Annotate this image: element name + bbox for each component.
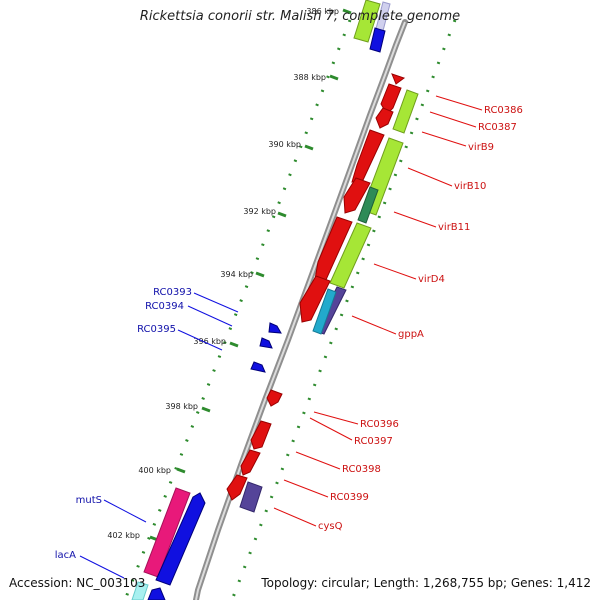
gene-arrow: [343, 177, 371, 214]
tick-label-392: 392 kbp: [243, 207, 276, 216]
gene-label-mutS[interactable]: mutS: [76, 495, 102, 506]
gene-arrow: [250, 361, 266, 373]
tick-label-400: 400 kbp: [138, 466, 171, 475]
topology-text: Topology: circular; Length: 1,268,755 bp…: [261, 576, 591, 590]
gene-label-RC0394[interactable]: RC0394: [145, 301, 184, 312]
cog-bar: [357, 186, 379, 224]
cog-ring: [131, 0, 419, 600]
gene-label-lacA[interactable]: lacA: [55, 550, 76, 561]
gene-arrow: [391, 73, 406, 85]
gene-arrow: [147, 587, 166, 600]
scale-ticks: [149, 8, 352, 542]
tick-mark-394: [255, 271, 265, 278]
gene-label-RC0393[interactable]: RC0393: [153, 287, 192, 298]
tick-mark-400: [176, 467, 186, 474]
gene-label-RC0386[interactable]: RC0386: [484, 105, 523, 116]
gene-arrow: [266, 389, 283, 407]
gene-label-RC0396[interactable]: RC0396: [360, 419, 399, 430]
cog-bar: [131, 581, 149, 600]
gene-label-virD4[interactable]: virD4: [418, 274, 445, 285]
gene-label-RC0395[interactable]: RC0395: [137, 324, 176, 335]
leader-RC0398: [295, 451, 341, 470]
leader-cysQ: [273, 507, 317, 527]
gene-arrow: [259, 337, 273, 349]
leader-virB10: [407, 167, 453, 187]
gene-label-cysQ[interactable]: cysQ: [318, 521, 343, 532]
tick-label-398: 398 kbp: [165, 402, 198, 411]
tick-mark-386: [342, 8, 352, 15]
cog-bar: [239, 481, 263, 513]
gene-arrow: [240, 449, 261, 476]
gene-label-RC0399[interactable]: RC0399: [330, 492, 369, 503]
left-leaders: [79, 292, 239, 579]
gene-arrow: [250, 420, 272, 450]
cog-bar: [392, 89, 419, 134]
cog-bar: [312, 288, 337, 335]
leader-virD4: [373, 263, 417, 280]
leader-lacA: [79, 555, 125, 579]
genome-backbone: [193, 19, 408, 600]
leader-RC0397: [309, 417, 353, 441]
leader-RC0393: [193, 292, 239, 313]
gene-label-RC0387[interactable]: RC0387: [478, 122, 517, 133]
tick-mark-390: [304, 144, 314, 151]
tick-label-390: 390 kbp: [268, 140, 301, 149]
tick-label-402: 402 kbp: [107, 531, 140, 540]
gene-label-virB11[interactable]: virB11: [438, 222, 470, 233]
gene-label-RC0398[interactable]: RC0398: [342, 464, 381, 475]
leader-RC0396: [313, 411, 359, 425]
leader-RC0399: [283, 479, 329, 498]
gene-label-virB10[interactable]: virB10: [454, 181, 486, 192]
leader-RC0394: [187, 305, 233, 327]
accession-text: Accession: NC_003103: [9, 576, 146, 590]
gene-label-gppA[interactable]: gppA: [398, 329, 424, 340]
gene-arrow: [299, 275, 331, 323]
gene-label-virB9[interactable]: virB9: [468, 142, 494, 153]
gene-arrow: [375, 107, 394, 129]
leader-RC0387: [429, 111, 477, 128]
cog-bar: [329, 222, 372, 289]
tick-label-388: 388 kbp: [293, 73, 326, 82]
leader-RC0386: [435, 95, 483, 111]
genome-title: Rickettsia conorii str. Malish 7, comple…: [139, 9, 461, 24]
gene-arrow: [226, 474, 248, 501]
tick-label-396: 396 kbp: [193, 337, 226, 346]
leader-mutS: [103, 499, 147, 523]
cog-bar: [353, 0, 381, 43]
tick-mark-388: [329, 74, 339, 81]
gene-arrow: [268, 322, 282, 334]
tick-mark-392: [277, 211, 287, 218]
gene-arrow: [155, 492, 206, 586]
leader-RC0395: [177, 329, 223, 351]
tick-label-386: 386 kbp: [306, 7, 339, 16]
right-leaders: [273, 95, 483, 527]
forward-genes: [226, 73, 406, 501]
tick-mark-396: [229, 341, 239, 348]
gene-arrow: [369, 27, 386, 53]
leader-virB9: [421, 131, 467, 147]
reverse-genes: [147, 27, 386, 600]
gene-label-RC0397[interactable]: RC0397: [354, 436, 393, 447]
tick-label-394: 394 kbp: [220, 270, 253, 279]
tick-mark-398: [201, 406, 211, 413]
leader-gppA: [351, 315, 397, 335]
leader-virB11: [393, 211, 437, 228]
outer-tick-ring: [230, 19, 457, 600]
